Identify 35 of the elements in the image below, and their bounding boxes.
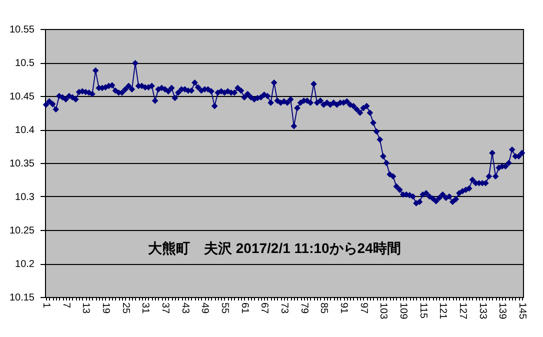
y-tick-label: 10.25 [9,226,35,236]
x-tick-label: 37 [159,302,170,314]
x-tick-label: 103 [378,302,389,320]
x-tick-label: 61 [238,302,250,314]
x-tick-label: 145 [516,302,528,320]
x-tick-label: 13 [80,302,92,314]
y-tick-label: 10.3 [15,192,35,203]
x-tick-label: 19 [100,302,111,314]
x-tick-label: 97 [358,302,369,314]
y-tick-label: 10.55 [9,24,35,36]
annotation: 大熊町 夫沢 2017/2/1 11:10から24時間 [148,240,401,256]
x-tick-label: 55 [219,302,230,314]
y-tick-label: 10.4 [15,125,35,136]
y-tick-label: 10.45 [9,92,35,102]
x-tick-label: 109 [398,302,409,320]
x-tick-label: 79 [298,302,310,314]
x-tick-label: 91 [338,302,349,314]
x-tick-label: 73 [278,302,290,314]
x-tick-label: 121 [437,302,448,320]
y-tick-label: 10.5 [15,58,35,69]
x-tick-label: 7 [60,302,72,308]
x-tick-label: 25 [120,302,131,314]
x-tick-label: 67 [258,302,270,314]
x-tick-label: 85 [318,302,330,314]
x-tick-label: 1 [40,302,52,308]
x-tick-label: 139 [496,302,508,320]
x-tick-label: 43 [179,302,190,314]
y-tick-label: 10.2 [15,259,35,270]
y-tick-label: 10.35 [9,158,35,170]
x-tick-label: 49 [199,302,210,314]
x-tick-label: 115 [417,302,428,319]
x-tick-label: 31 [140,302,151,314]
x-tick-label: 127 [457,302,468,320]
y-tick-label: 10.15 [9,292,35,304]
x-tick-label: 133 [476,302,488,320]
